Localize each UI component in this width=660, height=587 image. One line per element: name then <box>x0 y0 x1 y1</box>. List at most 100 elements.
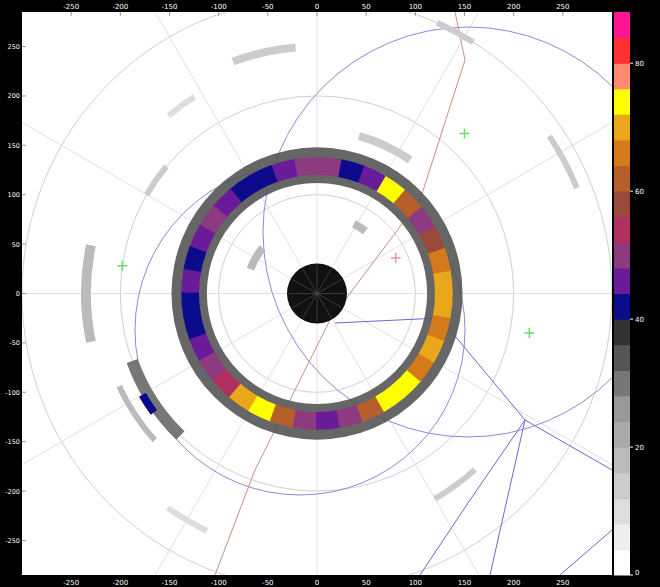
grid-tick <box>317 12 318 16</box>
colorbar-cell <box>614 89 630 115</box>
x-tick-label: -250 <box>63 3 79 11</box>
site-spoke <box>317 269 331 293</box>
x-tick-label: 200 <box>507 3 520 11</box>
site-marker <box>117 261 127 271</box>
y-tick <box>22 244 26 245</box>
grid-tick <box>71 12 72 16</box>
x-tick-label: -50 <box>262 579 273 587</box>
x-tick-label: 100 <box>409 579 422 587</box>
colorbar-cell <box>614 549 630 575</box>
site-spoke <box>293 294 317 308</box>
y-tick-label: 200 <box>8 92 20 100</box>
colorbar-cell <box>614 140 630 166</box>
y-tick-label: -100 <box>5 389 20 397</box>
colorbar-cell <box>614 370 630 396</box>
y-tick-label: -200 <box>5 488 20 496</box>
site-spoke <box>317 294 341 308</box>
colorbar-tick <box>630 191 633 192</box>
colorbar-cell <box>614 345 630 371</box>
colorbar-cell <box>614 524 630 550</box>
echo-cell <box>293 410 318 430</box>
echo-arc <box>247 245 266 270</box>
y-tick <box>22 46 26 47</box>
y-tick-label: -50 <box>9 339 20 347</box>
y-tick <box>22 491 26 492</box>
grid-tick <box>415 12 416 16</box>
y-tick <box>22 145 26 146</box>
echo-arc <box>352 220 368 234</box>
x-tick-label: 0 <box>315 579 319 587</box>
colorbar-tick <box>630 575 633 576</box>
colorbar-cell <box>614 396 630 422</box>
colorbar-cell <box>614 447 630 473</box>
grid-tick <box>267 12 268 16</box>
y-tick-label: 50 <box>12 241 20 249</box>
echo-arc <box>81 244 96 343</box>
y-tick <box>22 392 26 393</box>
echo-arc <box>166 505 208 533</box>
y-tick <box>22 441 26 442</box>
grid-tick <box>562 12 563 16</box>
colorbar-tick-label: 0 <box>635 569 639 577</box>
y-tick <box>22 540 26 541</box>
colorbar-tick-label: 80 <box>635 60 644 68</box>
colorbar-cell <box>614 319 630 345</box>
grid-tick <box>120 12 121 16</box>
radial-line <box>317 293 612 294</box>
echo-arc <box>116 385 156 442</box>
radar-site <box>287 264 347 324</box>
site-spoke <box>289 293 317 294</box>
colorbar-cell <box>614 473 630 499</box>
colorbar-cell <box>614 217 630 243</box>
colorbar-tick <box>630 63 633 64</box>
site-spoke <box>293 280 317 294</box>
y-tick <box>22 194 26 195</box>
echo-arc <box>434 467 477 501</box>
colorbar-tick-label: 20 <box>635 444 644 452</box>
colorbar-cell <box>614 421 630 447</box>
colorbar-cell <box>614 166 630 192</box>
colorbar-tick-label: 40 <box>635 316 644 324</box>
range-ring <box>120 96 513 491</box>
x-tick-label: 50 <box>362 3 371 11</box>
x-tick-label: 150 <box>458 3 471 11</box>
site-spoke <box>303 294 317 318</box>
site-spoke <box>317 294 318 322</box>
x-tick-label: 150 <box>458 579 471 587</box>
site-spoke <box>317 294 331 318</box>
y-tick <box>22 342 26 343</box>
y-tick-label: 0 <box>16 290 20 298</box>
echo-cell <box>316 157 341 177</box>
site-marker <box>524 328 534 338</box>
y-tick <box>22 293 26 294</box>
site-spoke <box>303 269 317 293</box>
colorbar-tick <box>630 319 633 320</box>
x-tick-label: -50 <box>262 3 273 11</box>
x-tick-label: -100 <box>211 3 227 11</box>
y-tick-label: 100 <box>8 191 20 199</box>
echo-halo <box>171 147 462 439</box>
site-spoke <box>317 266 318 294</box>
colorbar-cell <box>614 12 630 38</box>
grid-tick <box>169 12 170 16</box>
x-tick-label: -250 <box>63 579 79 587</box>
x-tick-label: -200 <box>112 3 128 11</box>
coverage-circle <box>263 27 612 437</box>
y-tick-label: 150 <box>8 142 20 150</box>
x-tick-label: 250 <box>556 579 569 587</box>
y-tick-label: -150 <box>5 438 20 446</box>
colorbar-cell <box>614 114 630 140</box>
echo-cell <box>181 269 201 295</box>
chart: -250 -250 -200 -200 -150 -150 -100 -100 -50 -50 0 0… <box>0 0 660 587</box>
x-tick-label: 100 <box>409 3 422 11</box>
echo-arc <box>144 165 168 197</box>
echo-arc <box>358 132 412 163</box>
x-tick-label: 250 <box>556 3 569 11</box>
x-tick-label: -200 <box>112 579 128 587</box>
x-tick-label: -150 <box>162 3 178 11</box>
echo-arc <box>167 94 197 118</box>
echo-arc <box>139 393 157 415</box>
x-tick-label: 50 <box>362 579 371 587</box>
echo-arc <box>127 359 185 440</box>
plot <box>22 12 612 575</box>
